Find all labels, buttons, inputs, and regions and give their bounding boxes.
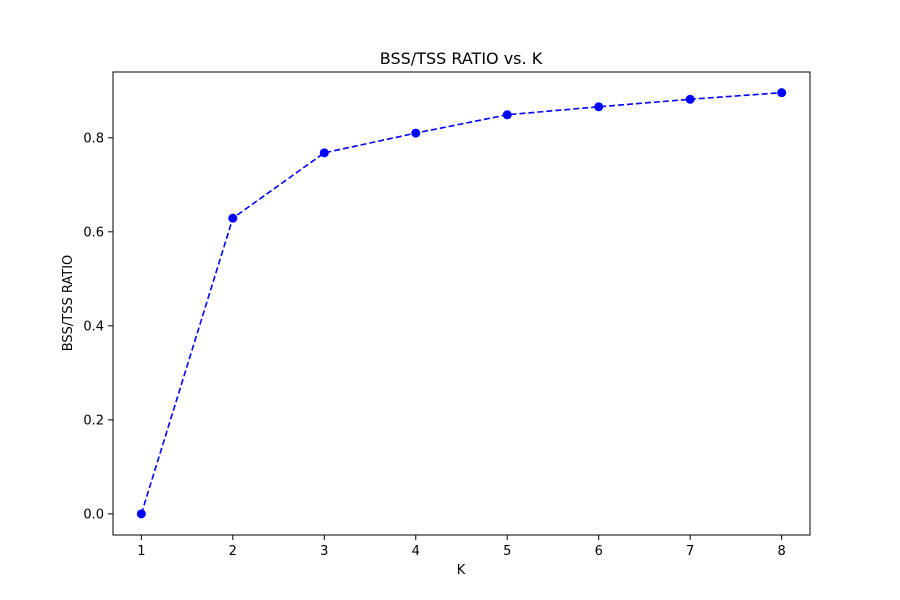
x-axis-label: K xyxy=(457,563,466,578)
x-tick-label: 6 xyxy=(595,544,603,559)
data-point xyxy=(685,94,695,104)
x-tick-label: 3 xyxy=(320,544,328,559)
y-axis-label: BSS/TSS RATIO xyxy=(61,255,76,352)
data-point xyxy=(411,128,421,138)
x-axis: 1 2 3 4 5 6 7 8 xyxy=(137,535,786,559)
x-tick-label: 2 xyxy=(229,544,237,559)
x-tick-label: 1 xyxy=(137,544,145,559)
y-tick-label: 0.0 xyxy=(83,507,104,522)
y-tick-label: 0.8 xyxy=(83,131,104,146)
chart-title: BSS/TSS RATIO vs. K xyxy=(380,49,543,68)
x-tick-label: 4 xyxy=(412,544,420,559)
series-layer xyxy=(136,88,787,519)
data-point xyxy=(228,213,238,223)
data-point xyxy=(319,148,329,158)
y-tick-label: 0.4 xyxy=(83,319,104,334)
y-axis: 0.0 0.2 0.4 0.6 0.8 xyxy=(83,131,113,522)
series-line xyxy=(140,91,782,515)
data-point xyxy=(777,88,787,98)
y-tick-label: 0.6 xyxy=(83,225,104,240)
x-tick-label: 7 xyxy=(686,544,694,559)
x-tick-label: 8 xyxy=(778,544,786,559)
data-point xyxy=(136,509,146,519)
x-tick-label: 5 xyxy=(503,544,511,559)
plot-area-frame xyxy=(112,71,811,536)
y-tick-label: 0.2 xyxy=(83,413,104,428)
data-point xyxy=(594,102,604,112)
data-point xyxy=(502,110,512,120)
